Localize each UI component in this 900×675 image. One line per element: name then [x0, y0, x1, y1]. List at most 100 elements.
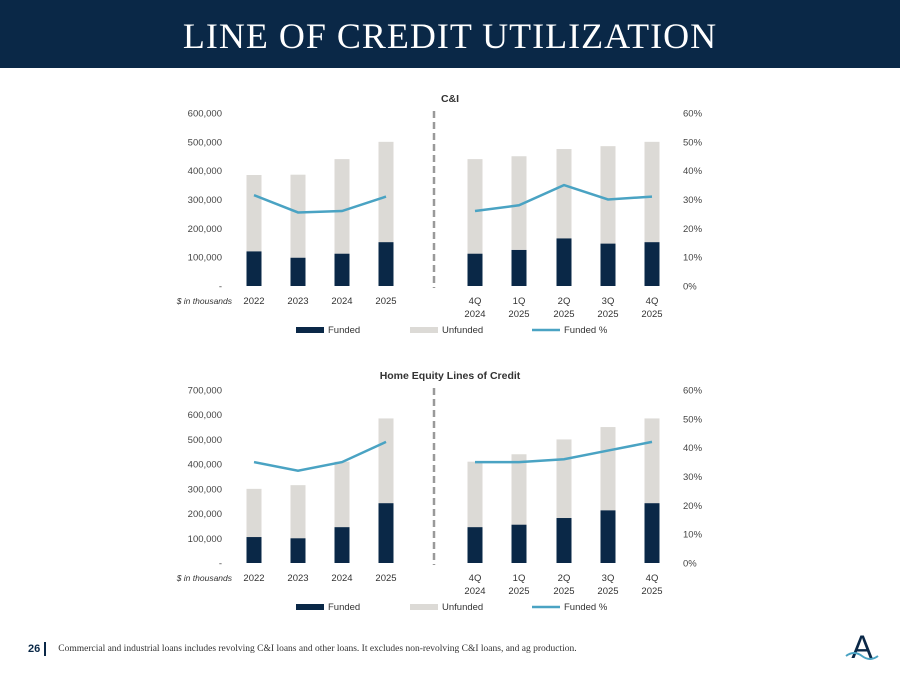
x-tick-label: 2025	[375, 573, 396, 584]
bar-unfunded	[334, 159, 350, 254]
bar-funded	[290, 538, 306, 563]
y-left-tick-label: 300,000	[188, 484, 222, 495]
footer-divider	[44, 642, 47, 656]
y-right-tick-label: 20%	[683, 224, 703, 235]
page-number: 26	[28, 643, 41, 655]
y-left-tick-label: 300,000	[188, 195, 222, 206]
x-tick-label: 2024	[331, 573, 352, 584]
x-tick-label: 2022	[243, 296, 264, 307]
funded-pct-line	[474, 183, 653, 213]
bar-unfunded	[556, 149, 572, 239]
y-right-tick-label: 10%	[683, 253, 703, 264]
bar-funded	[644, 503, 660, 563]
y-right-tick-label: 0%	[683, 559, 697, 570]
x-tick-label: 2025	[641, 309, 662, 320]
x-tick-label: 2025	[375, 296, 396, 307]
funded-pct-line	[253, 194, 387, 214]
unit-label: $ in thousands	[176, 296, 233, 306]
y-right-tick-label: 40%	[683, 443, 703, 454]
x-tick-label: 2025	[508, 309, 529, 320]
y-left-tick-label: 100,000	[188, 253, 222, 264]
y-right-tick-label: 40%	[683, 166, 703, 177]
legend-swatch-unfunded	[410, 327, 438, 333]
x-tick-label: 2023	[287, 296, 308, 307]
bar-funded	[467, 253, 483, 286]
funded-pct-line	[253, 440, 387, 473]
bar-unfunded	[467, 159, 483, 254]
heloc-chart: Home Equity Lines of Credit - 100,000 200,0…	[176, 370, 703, 613]
x-tick-label: 1Q	[513, 573, 526, 584]
x-tick-label: 1Q	[513, 296, 526, 307]
bar-funded	[600, 510, 616, 563]
bar-unfunded	[600, 146, 616, 244]
funded-pct-line	[475, 440, 653, 464]
bar-funded	[467, 527, 483, 563]
x-tick-label: 2025	[508, 586, 529, 597]
x-tick-label: 2024	[331, 296, 352, 307]
bar-funded	[511, 524, 527, 563]
x-tick-label: 3Q	[602, 573, 615, 584]
x-tick-label: 2023	[287, 573, 308, 584]
x-tick-label: 2025	[597, 309, 618, 320]
y-left-tick-label: 500,000	[188, 435, 222, 446]
bar-funded	[511, 249, 527, 286]
ci-chart: C&I - 100,000 200,000 300,000 400,000 500,000 6…	[176, 93, 703, 336]
x-tick-label: 3Q	[602, 296, 615, 307]
bar-funded	[644, 242, 660, 286]
bar-funded	[378, 503, 394, 563]
y-left-tick-label: -	[219, 559, 222, 570]
unit-label: $ in thousands	[176, 573, 233, 583]
bar-funded	[246, 251, 262, 286]
legend-swatch-funded	[296, 604, 324, 610]
y-right-tick-label: 0%	[683, 282, 697, 293]
bar-unfunded	[246, 488, 262, 538]
logo-letter: A	[851, 629, 873, 665]
y-left-tick-label: 400,000	[188, 166, 222, 177]
y-left-tick-label: 500,000	[188, 137, 222, 148]
y-left-tick-label: 200,000	[188, 509, 222, 520]
footer: 26 Commercial and industrial loans inclu…	[28, 642, 577, 656]
bar-funded	[246, 537, 262, 563]
chart-title: Home Equity Lines of Credit	[380, 370, 521, 382]
x-tick-label: 4Q	[646, 296, 659, 307]
chart-title: C&I	[441, 93, 459, 105]
bar-funded	[334, 253, 350, 286]
bar-unfunded	[600, 427, 616, 511]
title-banner: LINE OF CREDIT UTILIZATION	[0, 0, 900, 68]
bar-funded	[378, 242, 394, 286]
legend-swatch-unfunded	[410, 604, 438, 610]
bar-unfunded	[511, 454, 527, 525]
bar-unfunded	[290, 485, 306, 539]
y-left-tick-label: 600,000	[188, 410, 222, 421]
x-tick-label: 2Q	[558, 573, 571, 584]
x-tick-label: 2024	[464, 586, 485, 597]
bar-unfunded	[290, 174, 306, 258]
bar-unfunded	[511, 156, 527, 250]
bar-funded	[556, 238, 572, 286]
y-right-tick-label: 30%	[683, 472, 703, 483]
bar-unfunded	[378, 418, 394, 504]
y-right-tick-label: 50%	[683, 137, 703, 148]
bar-unfunded	[467, 461, 483, 528]
bar-unfunded	[556, 439, 572, 519]
bar-funded	[334, 527, 350, 563]
bar-funded	[556, 518, 572, 563]
x-tick-label: 2Q	[558, 296, 571, 307]
company-logo-icon: A	[845, 629, 879, 665]
x-tick-label: 4Q	[469, 573, 482, 584]
bar-unfunded	[378, 141, 394, 243]
y-left-tick-label: 700,000	[188, 386, 222, 397]
x-tick-label: 2022	[243, 573, 264, 584]
y-right-tick-label: 20%	[683, 501, 703, 512]
y-left-tick-label: 100,000	[188, 534, 222, 545]
y-left-tick-label: 600,000	[188, 109, 222, 120]
bar-funded	[290, 257, 306, 286]
bar-unfunded	[246, 174, 262, 252]
legend-swatch-funded	[296, 327, 324, 333]
y-right-tick-label: 60%	[683, 386, 703, 397]
legend-label-funded-pct: Funded %	[564, 602, 608, 613]
x-tick-label: 4Q	[646, 573, 659, 584]
y-left-tick-label: 200,000	[188, 224, 222, 235]
page-title: LINE OF CREDIT UTILIZATION	[182, 16, 718, 56]
footnote: Commercial and industrial loans includes…	[58, 644, 577, 654]
